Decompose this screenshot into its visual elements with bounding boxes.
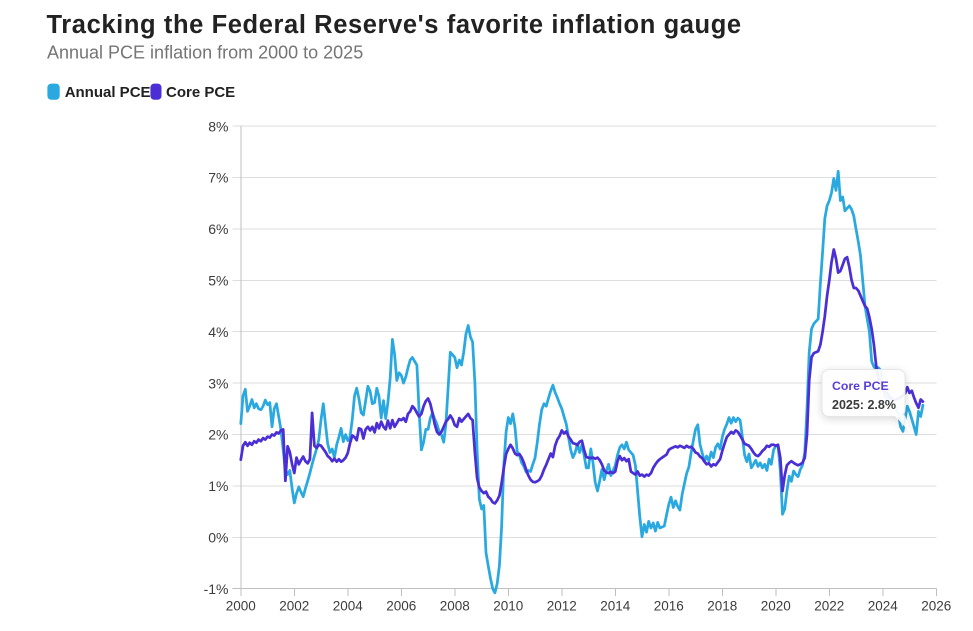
svg-text:Annual PCE inflation from 2000: Annual PCE inflation from 2000 to 2025 bbox=[47, 43, 363, 63]
svg-text:6%: 6% bbox=[208, 221, 228, 237]
svg-text:2014: 2014 bbox=[600, 599, 631, 614]
svg-text:2022: 2022 bbox=[814, 599, 844, 614]
svg-text:8%: 8% bbox=[208, 118, 228, 134]
svg-text:2004: 2004 bbox=[333, 599, 364, 614]
svg-text:5%: 5% bbox=[208, 273, 228, 289]
svg-text:2025: 2.8%: 2025: 2.8% bbox=[832, 398, 896, 412]
svg-text:2%: 2% bbox=[208, 427, 228, 443]
svg-text:2012: 2012 bbox=[547, 599, 577, 614]
svg-text:Annual PCE: Annual PCE bbox=[65, 84, 151, 101]
svg-text:0%: 0% bbox=[208, 530, 228, 546]
svg-text:3%: 3% bbox=[208, 375, 228, 391]
svg-text:2010: 2010 bbox=[493, 599, 523, 614]
svg-text:2008: 2008 bbox=[440, 599, 470, 614]
svg-text:Tracking the Federal Reserve's: Tracking the Federal Reserve's favorite … bbox=[47, 11, 742, 39]
svg-text:2000: 2000 bbox=[226, 599, 256, 614]
svg-text:2002: 2002 bbox=[279, 599, 309, 614]
svg-text:2006: 2006 bbox=[386, 599, 416, 614]
svg-text:7%: 7% bbox=[208, 170, 228, 186]
svg-text:2020: 2020 bbox=[761, 599, 791, 614]
svg-text:1%: 1% bbox=[208, 478, 228, 494]
svg-text:2016: 2016 bbox=[654, 599, 684, 614]
svg-text:2018: 2018 bbox=[707, 599, 737, 614]
svg-text:-1%: -1% bbox=[204, 581, 229, 597]
svg-text:2024: 2024 bbox=[868, 599, 899, 614]
svg-text:2026: 2026 bbox=[921, 599, 951, 614]
svg-text:4%: 4% bbox=[208, 324, 228, 340]
svg-text:Core PCE: Core PCE bbox=[166, 84, 235, 101]
svg-text:Core PCE: Core PCE bbox=[832, 379, 889, 393]
